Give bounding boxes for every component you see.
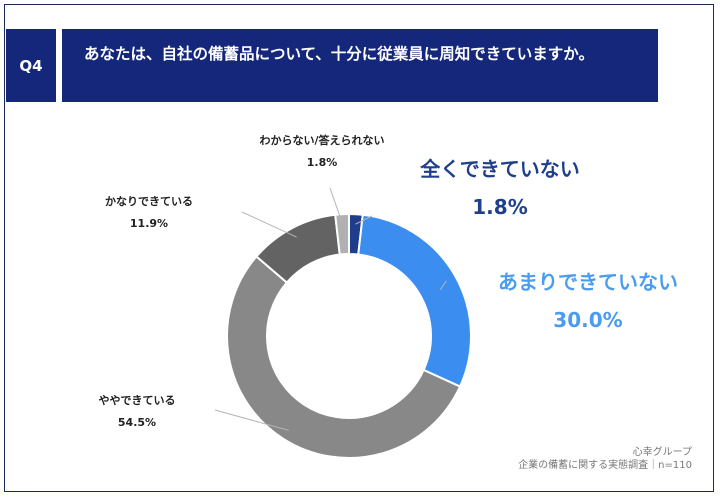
question-number-badge: Q4 (6, 29, 56, 102)
slice-label-quite: かなりできている 11.9% (74, 191, 224, 235)
slice-label-somewhat: ややできている 54.5% (62, 390, 212, 434)
slice-percent: 11.9% (129, 217, 169, 230)
slice-name: わからない/答えられない (259, 134, 385, 147)
slice-label-not-at-all: 全くできていない 1.8% (400, 150, 600, 226)
leader-line (214, 409, 289, 431)
slice-name: かなりできている (105, 195, 193, 208)
slice-dont-know (334, 212, 350, 256)
slice-percent: 1.8% (472, 195, 528, 219)
leader-line (439, 280, 447, 291)
source-brand: 心幸グループ (632, 447, 692, 458)
leader-line (329, 187, 344, 225)
slice-name: ややできている (98, 394, 176, 407)
question-text: あなたは、自社の備蓄品について、十分に従業員に周知できていますか。 (84, 45, 594, 63)
leader-line (241, 211, 297, 238)
slice-name: 全くできていない (420, 157, 580, 181)
slice-percent: 1.8% (306, 156, 338, 169)
question-header: あなたは、自社の備蓄品について、十分に従業員に周知できていますか。 (62, 29, 658, 102)
slice-percent: 30.0% (553, 308, 623, 332)
slice-label-not-much: あまりできていない 30.0% (482, 263, 694, 339)
leader-lines (214, 187, 447, 431)
slice-percent: 54.5% (117, 416, 157, 429)
slice-name: あまりできていない (498, 270, 678, 294)
source-survey: 企業の備蓄に関する実態調査｜n=110 (518, 460, 692, 471)
slice-somewhat (226, 255, 462, 459)
leader-line (355, 215, 373, 225)
question-number: Q4 (19, 56, 43, 75)
donut-slices (226, 212, 472, 459)
slice-label-dont-know: わからない/答えられない 1.8% (232, 130, 412, 174)
source-note: 心幸グループ 企業の備蓄に関する実態調査｜n=110 (518, 446, 692, 472)
slice-not-much (357, 213, 472, 388)
